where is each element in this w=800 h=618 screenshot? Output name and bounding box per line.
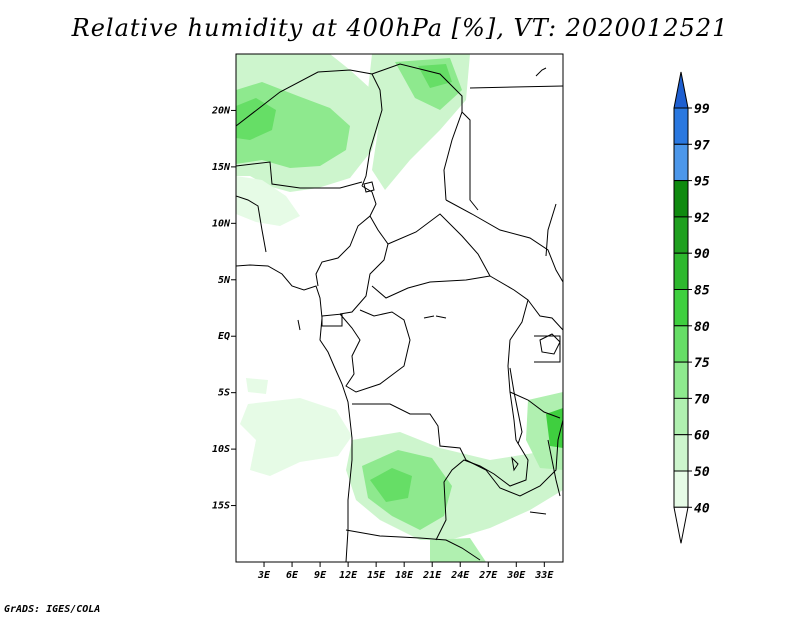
humidity-area-sahel-peak <box>236 98 276 140</box>
lake-malawi <box>547 439 561 497</box>
colorbar-segment <box>673 325 689 363</box>
border-sahara-north <box>236 69 383 187</box>
lon-tick-label: 27E <box>478 570 498 581</box>
border-east-2 <box>469 85 563 89</box>
colorbar-segment <box>673 216 689 254</box>
lake-chad <box>363 181 375 193</box>
border-east-3 <box>545 203 557 257</box>
colorbar-segment <box>673 470 689 508</box>
border-niger-chad <box>371 63 463 201</box>
border-drc-east <box>435 275 529 541</box>
lat-tick-label: 10S <box>212 444 230 455</box>
boundaries <box>236 63 563 562</box>
longitude-axis: 3E 6E 9E 12E 15E 18E 21E 24E 27E 30E 33E <box>257 562 554 581</box>
colorbar-bottom-triangle <box>673 506 689 544</box>
colorbar-label: 40 <box>694 501 710 516</box>
border-sudan <box>445 199 563 283</box>
colorbar-segment <box>673 361 689 399</box>
humidity-area-angola-peak <box>370 468 412 502</box>
border-congo-drc <box>339 309 411 393</box>
lat-tick-label: 15N <box>212 162 231 173</box>
border-box-1 <box>321 313 343 327</box>
colorbar-label: 80 <box>694 320 710 335</box>
map-frame <box>235 53 564 563</box>
colorbar-segment <box>673 143 689 182</box>
colorbar-label: 99 <box>694 102 710 117</box>
island-1 <box>535 67 547 77</box>
colorbar-label: 75 <box>694 356 710 371</box>
river-patch-1 <box>423 315 435 319</box>
colorbar-label: 70 <box>694 392 710 407</box>
lake-south-2 <box>529 511 547 515</box>
humidity-area-west-africa <box>236 176 300 226</box>
border-cameroon-car <box>339 215 389 315</box>
lon-tick-label: 21E <box>422 570 442 581</box>
colorbar-label: 90 <box>694 247 710 262</box>
colorbar-label: 85 <box>694 284 710 299</box>
border-nigeria-cameroon <box>315 185 377 287</box>
colorbar-label: 50 <box>694 465 710 480</box>
border-tanzania <box>509 391 561 419</box>
lake-victoria <box>539 333 561 355</box>
colorbar: 99 97 95 92 90 85 80 75 70 60 50 40 <box>673 71 710 544</box>
colorbar-segment <box>673 397 689 436</box>
border-zambia-mozambique <box>465 419 563 497</box>
border-car <box>371 213 491 299</box>
border-west-2 <box>236 195 267 253</box>
latitude-axis: 20N 15N 10N 5N EQ 5S 10S 15S <box>211 105 236 512</box>
lake-tanganyika <box>509 367 523 445</box>
colorbar-label: 60 <box>694 429 710 444</box>
lon-tick-label: 33E <box>534 570 554 581</box>
humidity-area-south-tail <box>430 538 486 562</box>
colorbar-segment <box>673 107 689 145</box>
colorbar-segment <box>673 434 689 472</box>
lat-tick-label: 5N <box>218 275 231 286</box>
colorbar-segment <box>673 289 689 327</box>
chart-title: Relative humidity at 400hPa [%], VT: 202… <box>71 14 729 42</box>
colorbar-segment <box>673 180 689 218</box>
lon-tick-label: 3E <box>257 570 271 581</box>
lon-tick-label: 12E <box>339 570 358 581</box>
lat-tick-label: 20N <box>211 105 231 116</box>
coastline-west-africa <box>236 264 353 562</box>
border-angola-south <box>345 529 481 561</box>
lat-tick-label: EQ <box>218 331 230 342</box>
river-patch-2 <box>435 315 447 319</box>
lon-tick-label: 6E <box>286 570 299 581</box>
colorbar-label: 92 <box>694 211 710 226</box>
humidity-area-north-plume-peak <box>418 64 452 88</box>
lat-tick-label: 15S <box>212 501 230 512</box>
lake-south-1 <box>511 456 519 472</box>
island-2 <box>297 319 301 331</box>
colorbar-label: 95 <box>694 175 710 190</box>
lon-tick-label: 30E <box>506 570 526 581</box>
lon-tick-label: 18E <box>395 570 414 581</box>
colorbar-label: 97 <box>694 138 710 153</box>
grads-credit: GrADS: IGES/COLA <box>4 604 101 615</box>
lon-tick-label: 9E <box>314 570 327 581</box>
border-east-1 <box>461 111 479 211</box>
border-angola-north <box>352 403 467 461</box>
lon-tick-label: 24E <box>450 570 470 581</box>
border-uganda <box>527 299 563 331</box>
border-west-1 <box>236 161 363 189</box>
lat-tick-label: 10N <box>212 218 231 229</box>
lon-tick-label: 15E <box>367 570 386 581</box>
colorbar-top-triangle <box>673 71 689 109</box>
colorbar-segment <box>673 252 689 290</box>
lat-tick-label: 5S <box>218 388 230 399</box>
humidity-shading <box>236 54 563 562</box>
humidity-area-atlantic-south <box>240 398 352 476</box>
humidity-area-atlantic-patch <box>246 378 268 394</box>
